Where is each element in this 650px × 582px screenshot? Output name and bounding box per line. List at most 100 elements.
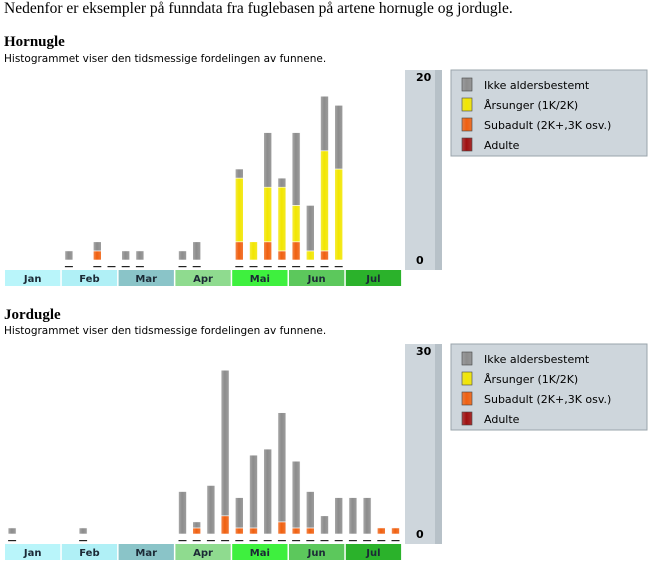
bar-segment-ikke-aldersbestemt	[263, 132, 273, 188]
bar-marker	[121, 266, 130, 268]
bar-segment-subadult	[291, 527, 301, 535]
bar-segment-subadult	[376, 527, 386, 535]
legend-item-subadult: Subadult (2K+,3K osv.)	[484, 119, 611, 132]
legend-swatch	[461, 97, 473, 112]
bar-segment-ikke-aldersbestemt	[192, 521, 201, 529]
bar-segment-subadult	[192, 527, 201, 535]
bar-segment-ikke-aldersbestemt	[235, 168, 244, 179]
bar-marker	[64, 266, 73, 268]
bar-segment-arsunger	[235, 177, 244, 243]
bar-segment-subadult	[320, 250, 329, 261]
legend-swatch	[461, 77, 473, 92]
bar-segment-arsunger	[320, 150, 329, 252]
bar-marker	[178, 540, 187, 542]
bar-segment-ikke-aldersbestemt	[64, 250, 74, 261]
bar-segment-ikke-aldersbestemt	[291, 132, 301, 206]
bar-segment-ikke-aldersbestemt	[291, 460, 301, 529]
bar-segment-ikke-aldersbestemt	[277, 177, 287, 188]
section-subtitle-hornugle: Histogrammet viser den tidsmessige forde…	[4, 53, 327, 65]
month-band	[232, 544, 288, 560]
bar-segment-ikke-aldersbestemt	[320, 95, 329, 152]
month-label: Mar	[135, 548, 157, 559]
month-label: Apr	[193, 274, 213, 285]
bar-marker	[178, 266, 187, 268]
bar-segment-subadult	[277, 521, 287, 535]
y-tick-max: 20	[416, 71, 432, 84]
bar-marker	[235, 266, 244, 268]
section-subtitle-jordugle: Histogrammet viser den tidsmessige forde…	[4, 325, 327, 337]
bar-marker	[263, 540, 272, 542]
bar-marker	[192, 540, 201, 542]
bar-segment-arsunger	[277, 186, 287, 252]
month-band	[5, 270, 61, 286]
legend-swatch	[461, 371, 473, 386]
month-band	[345, 544, 402, 560]
legend-item-ikke-aldersbestemt: Ikke aldersbestemt	[484, 79, 590, 92]
bar-segment-arsunger	[334, 168, 344, 261]
bar-marker	[93, 266, 102, 268]
bar-marker	[292, 540, 301, 542]
month-band	[232, 270, 288, 286]
month-band	[289, 270, 345, 286]
bar-marker	[221, 540, 230, 542]
chart-jordugle: Jan Feb Mar Apr Mai Jun Jul 30 0 Ikke aldersbeste…	[5, 343, 648, 560]
bar-segment-ikke-aldersbestemt	[206, 485, 216, 535]
bar-segment-ikke-aldersbestemt	[305, 205, 315, 252]
bar-marker	[292, 266, 301, 268]
month-band	[61, 270, 118, 286]
bar-segment-ikke-aldersbestemt	[220, 369, 230, 517]
bar-segment-ikke-aldersbestemt	[93, 241, 102, 252]
month-band	[345, 270, 402, 286]
section-title-hornugle: Hornugle	[4, 34, 65, 50]
legend-item-arsunger: Årsunger (1K/2K)	[484, 99, 578, 112]
bar-marker	[249, 266, 258, 268]
bar-segment-subadult	[391, 527, 400, 535]
bar-segment-ikke-aldersbestemt	[192, 241, 201, 261]
bar-segment-ikke-aldersbestemt	[178, 491, 187, 535]
legend-item-adulte: Adulte	[484, 139, 520, 152]
bar-segment-ikke-aldersbestemt	[263, 448, 273, 535]
intro-text: Nedenfor er eksempler på funndata fra fu…	[4, 0, 513, 17]
month-band	[175, 544, 231, 560]
bar-segment-ikke-aldersbestemt	[235, 497, 244, 529]
legend-swatch	[461, 391, 473, 406]
bar-marker	[320, 540, 329, 542]
month-label: Mar	[135, 274, 157, 285]
legend-box	[450, 343, 648, 431]
bar-marker	[277, 540, 286, 542]
bar-marker	[206, 540, 215, 542]
legend-item-subadult: Subadult (2K+,3K osv.)	[484, 393, 611, 406]
bar-marker	[306, 266, 315, 268]
y-tick-max: 30	[416, 345, 432, 358]
bar-segment-ikke-aldersbestemt	[249, 454, 258, 529]
chart-hornugle: Jan Feb Mar Apr Mai Jun Jul 20 0 Ikke aldersbeste…	[5, 69, 648, 286]
legend-swatch	[461, 351, 473, 366]
month-band	[5, 544, 61, 560]
month-label: Jan	[23, 274, 42, 285]
legend-swatch	[461, 117, 473, 132]
legend-item-adulte: Adulte	[484, 413, 520, 426]
bar-segment-ikke-aldersbestemt	[362, 497, 372, 535]
bar-marker	[135, 266, 144, 268]
bar-segment-subadult	[277, 250, 287, 261]
bar-segment-subadult	[235, 527, 244, 535]
bar-segment-ikke-aldersbestemt	[135, 250, 145, 261]
bar-segment-subadult	[305, 527, 315, 535]
bar-segment-arsunger	[305, 250, 315, 261]
bar-segment-ikke-aldersbestemt	[348, 497, 358, 535]
bar-marker	[192, 266, 201, 268]
month-label: Jun	[307, 548, 326, 559]
legend-swatch	[461, 411, 473, 426]
bar-marker	[334, 540, 343, 542]
bar-segment-ikke-aldersbestemt	[305, 491, 315, 529]
bar-segment-subadult	[220, 515, 230, 535]
bar-marker	[79, 540, 88, 542]
bar-segment-ikke-aldersbestemt	[7, 527, 17, 535]
bar-segment-ikke-aldersbestemt	[320, 515, 329, 535]
legend-item-arsunger: Årsunger (1K/2K)	[484, 373, 578, 386]
month-label: Jul	[365, 274, 380, 285]
bar-marker	[391, 540, 400, 542]
bar-segment-arsunger	[263, 186, 273, 243]
bar-segment-subadult	[263, 241, 273, 261]
y-tick-min: 0	[416, 528, 424, 541]
